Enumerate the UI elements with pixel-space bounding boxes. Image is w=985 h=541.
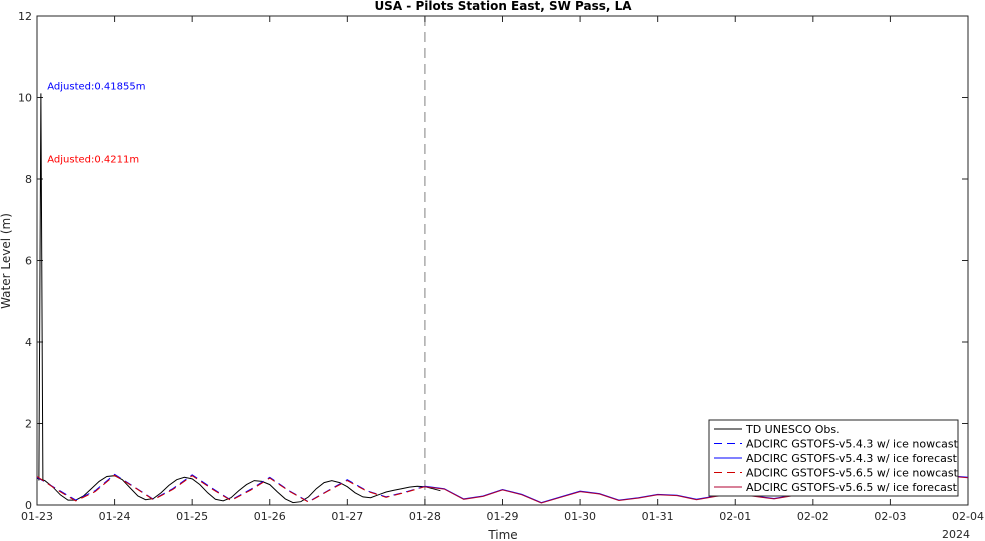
x-tick-label: 02-04 — [952, 510, 984, 523]
legend-entry: ADCIRC GSTOFS-v5.6.5 w/ ice forecast — [746, 481, 958, 494]
y-tick-label: 4 — [25, 336, 32, 349]
x-tick-label: 01-31 — [642, 510, 674, 523]
legend: TD UNESCO Obs. ADCIRC GSTOFS-v5.4.3 w/ ic… — [708, 419, 959, 497]
obs-spike — [38, 93, 44, 481]
y-tick-label: 8 — [25, 173, 32, 186]
legend-box — [708, 419, 959, 497]
x-tick-label: 01-23 — [21, 510, 53, 523]
y-tick-label: 6 — [25, 255, 32, 268]
x-tick-label: 01-25 — [176, 510, 208, 523]
year-label: 2024 — [942, 528, 970, 541]
y-tick-label: 0 — [25, 499, 32, 512]
legend-entry: TD UNESCO Obs. — [745, 423, 840, 436]
chart-title: USA - Pilots Station East, SW Pass, LA — [374, 0, 632, 13]
series-line-0 — [36, 475, 441, 504]
y-tick-label: 10 — [18, 92, 32, 105]
x-tick-label: 02-01 — [719, 510, 751, 523]
adjusted-annotation: Adjusted:0.4211m — [47, 155, 139, 166]
x-tick-label: 01-30 — [564, 510, 596, 523]
x-tick-label: 02-03 — [874, 510, 906, 523]
legend-entry: ADCIRC GSTOFS-v5.4.3 w/ ice forecast — [746, 452, 958, 465]
x-tick-label: 02-02 — [797, 510, 829, 523]
x-tick-label: 01-26 — [254, 510, 286, 523]
y-tick-label: 2 — [25, 418, 32, 431]
x-tick-label: 01-29 — [487, 510, 519, 523]
legend-entry: ADCIRC GSTOFS-v5.4.3 w/ ice nowcast — [746, 438, 959, 451]
series-line-3 — [36, 474, 426, 503]
adjusted-annotation: Adjusted:0.41855m — [47, 81, 145, 92]
legend-entry: ADCIRC GSTOFS-v5.6.5 w/ ice nowcast — [746, 467, 959, 480]
x-tick-label: 01-27 — [331, 510, 363, 523]
y-axis-label: Water Level (m) — [0, 213, 13, 309]
x-tick-label: 01-24 — [99, 510, 131, 523]
y-tick-label: 12 — [18, 10, 32, 23]
x-tick-label: 01-28 — [409, 510, 441, 523]
x-axis-label: Time — [487, 528, 517, 541]
